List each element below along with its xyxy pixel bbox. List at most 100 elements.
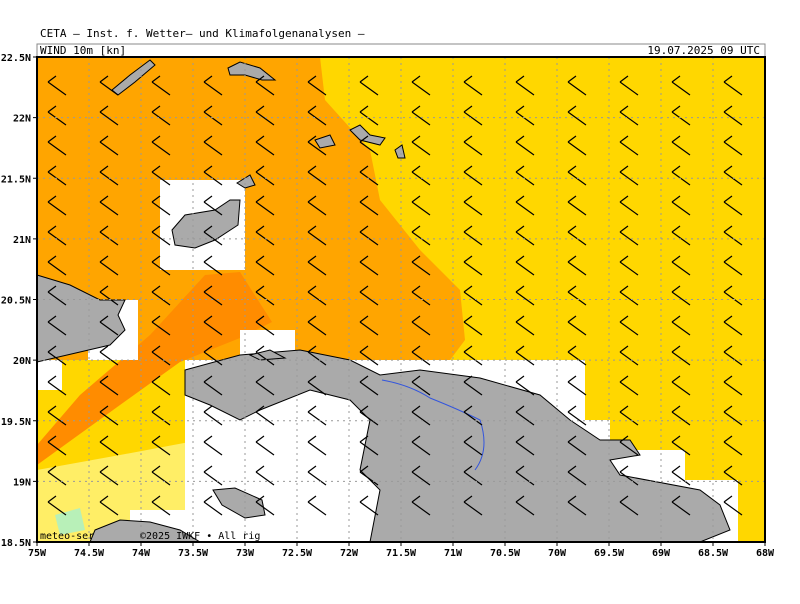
- barb: [47, 435, 67, 456]
- barb: [47, 315, 67, 336]
- barb: [307, 75, 327, 96]
- barb: [567, 285, 587, 306]
- barb: [359, 435, 379, 456]
- barb: [463, 165, 483, 186]
- barb: [255, 345, 275, 366]
- barb: [463, 465, 483, 486]
- barb: [671, 345, 691, 366]
- barb: [723, 105, 743, 126]
- y-tick-label: 18.5N: [1, 538, 31, 549]
- field-orange: [37, 57, 465, 360]
- barb: [359, 135, 379, 156]
- barb: [567, 375, 587, 396]
- barb: [151, 345, 171, 366]
- barb: [151, 195, 171, 216]
- river: [381, 379, 485, 471]
- barb: [411, 405, 431, 426]
- barb: [307, 375, 327, 396]
- barb: [151, 135, 171, 156]
- x-tick-label: 71.5W: [386, 548, 417, 559]
- y-tick-label: 22.5N: [1, 53, 31, 64]
- barb: [359, 315, 379, 336]
- barb: [151, 495, 171, 516]
- barb: [411, 75, 431, 96]
- barb: [463, 195, 483, 216]
- barb: [671, 315, 691, 336]
- barb: [619, 345, 639, 366]
- barb: [255, 435, 275, 456]
- barb: [203, 75, 223, 96]
- barb: [359, 105, 379, 126]
- y-tick-label: 21.5N: [1, 174, 31, 185]
- barb: [99, 345, 119, 366]
- barb: [203, 375, 223, 396]
- y-tick-label: 20.5N: [1, 296, 31, 307]
- barb: [723, 465, 743, 486]
- barb: [47, 105, 67, 126]
- barb: [307, 135, 327, 156]
- barb: [671, 135, 691, 156]
- barb: [619, 135, 639, 156]
- barb: [99, 75, 119, 96]
- barb: [671, 75, 691, 96]
- barb: [723, 285, 743, 306]
- barb: [47, 285, 67, 306]
- barb: [47, 405, 67, 426]
- barb: [567, 405, 587, 426]
- barb: [255, 285, 275, 306]
- x-tick-label: 74W: [132, 548, 151, 559]
- barb: [47, 345, 67, 366]
- barb: [515, 255, 535, 276]
- barb: [47, 465, 67, 486]
- x-tick-label: 69.5W: [594, 548, 625, 559]
- barb: [411, 195, 431, 216]
- barb: [619, 375, 639, 396]
- barb: [99, 255, 119, 276]
- barb: [359, 465, 379, 486]
- barb: [359, 495, 379, 516]
- barb: [411, 135, 431, 156]
- barb: [515, 195, 535, 216]
- barb: [307, 405, 327, 426]
- barb: [671, 465, 691, 486]
- barb: [619, 255, 639, 276]
- barb: [47, 375, 67, 396]
- barb: [47, 75, 67, 96]
- barb: [567, 435, 587, 456]
- barb: [99, 465, 119, 486]
- barb: [567, 75, 587, 96]
- barb: [619, 165, 639, 186]
- barb: [255, 465, 275, 486]
- x-tick-label: 71W: [444, 548, 463, 559]
- barb: [255, 135, 275, 156]
- barb: [203, 435, 223, 456]
- barb: [307, 225, 327, 246]
- x-tick-label: 73.5W: [178, 548, 209, 559]
- wind-barbs: [47, 75, 743, 516]
- barb: [359, 285, 379, 306]
- map-area: [36, 56, 766, 543]
- barb: [463, 495, 483, 516]
- title: CETA — Inst. f. Wetter— und Klimafolgena…: [40, 27, 365, 40]
- barb: [619, 465, 639, 486]
- barb: [203, 255, 223, 276]
- barb: [723, 315, 743, 336]
- barb: [151, 315, 171, 336]
- barb: [463, 75, 483, 96]
- barb: [515, 75, 535, 96]
- barb: [151, 165, 171, 186]
- barb: [307, 195, 327, 216]
- barb: [203, 135, 223, 156]
- y-tick-label: 19.5N: [1, 417, 31, 428]
- barb: [463, 105, 483, 126]
- barb: [307, 345, 327, 366]
- barb: [567, 465, 587, 486]
- barb: [151, 255, 171, 276]
- barb: [671, 105, 691, 126]
- barb: [463, 225, 483, 246]
- barb: [723, 135, 743, 156]
- barb: [203, 105, 223, 126]
- barb: [255, 105, 275, 126]
- barb: [619, 75, 639, 96]
